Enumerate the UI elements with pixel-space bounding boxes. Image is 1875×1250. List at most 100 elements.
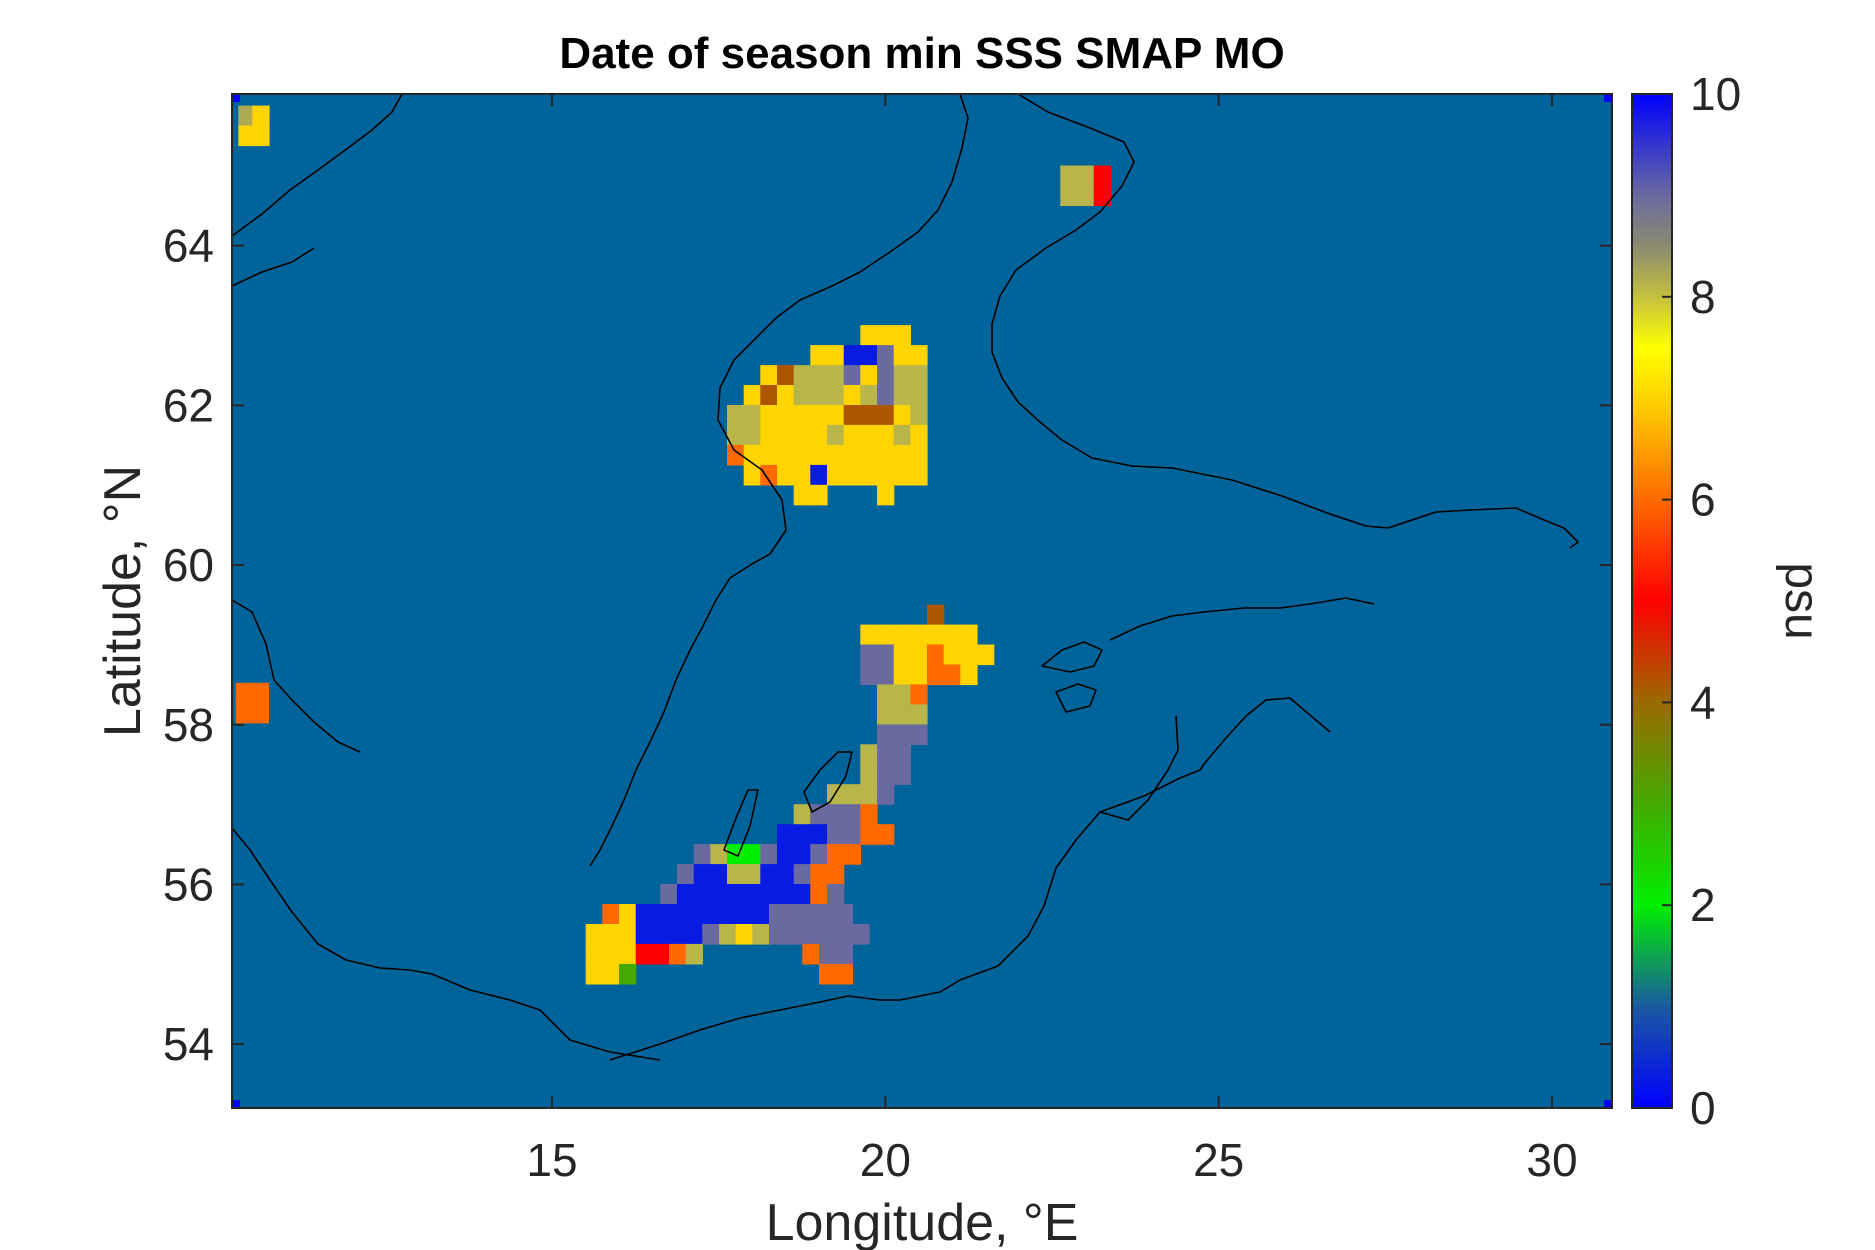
heatmap-cell	[602, 963, 620, 985]
heatmap-cell	[877, 744, 895, 765]
heatmap-cell	[893, 764, 911, 785]
heatmap-cell	[793, 844, 811, 865]
heatmap-cell	[860, 824, 878, 845]
heatmap-cell	[602, 943, 620, 965]
colorbar-ticks: 0 2 4 6 8 10	[1662, 68, 1741, 1134]
heatmap-cell	[727, 424, 745, 446]
heatmap-cell	[669, 904, 687, 925]
heatmap-cell	[793, 864, 811, 885]
heatmap-cell	[251, 682, 269, 704]
heatmap-cell	[743, 884, 761, 905]
heatmap-cell	[810, 464, 828, 486]
heatmap-cell	[793, 424, 811, 446]
heatmap-cell	[827, 444, 845, 466]
map-background	[232, 94, 1612, 1108]
heatmap-cell	[910, 405, 928, 426]
heatmap-cell	[743, 385, 761, 406]
heatmap-cell	[793, 444, 811, 466]
heatmap-cell	[752, 924, 770, 945]
heatmap-cell	[910, 464, 928, 486]
heatmap-cell	[843, 424, 861, 446]
heatmap-cell	[1077, 185, 1095, 206]
heatmap-cell	[810, 484, 828, 506]
heatmap-cell	[835, 924, 853, 945]
heatmap-cell	[743, 405, 761, 426]
heatmap-cell	[893, 644, 911, 666]
heatmap-cell	[669, 924, 687, 945]
heatmap-cell	[843, 345, 861, 366]
heatmap-cell	[910, 724, 928, 745]
heatmap-cell	[877, 644, 895, 666]
heatmap-cell	[743, 844, 761, 865]
heatmap-cell	[743, 424, 761, 446]
heatmap-cell	[860, 784, 878, 805]
heatmap-cell	[1077, 165, 1095, 187]
heatmap-cell	[810, 385, 828, 406]
heatmap-cell	[677, 884, 695, 905]
heatmap-cell	[827, 365, 845, 386]
heatmap-cell	[910, 385, 928, 406]
heatmap-cell	[843, 784, 861, 805]
heatmap-cell	[252, 105, 270, 127]
heatmap-cell	[960, 624, 978, 646]
plot-area	[231, 93, 1613, 1109]
coastline	[231, 93, 1579, 1061]
heatmap-cell	[235, 702, 253, 724]
heatmap-cell	[602, 904, 620, 925]
heatmap-cell	[760, 464, 778, 486]
heatmap-cell	[793, 884, 811, 905]
heatmap-cell	[793, 464, 811, 486]
heatmap-cell	[860, 744, 878, 765]
heatmap-cell	[777, 884, 795, 905]
heatmap-cell	[743, 464, 761, 486]
heatmap-cell	[827, 405, 845, 426]
y-tick-label: 60	[163, 539, 214, 591]
heatmap-cell	[685, 924, 703, 945]
heatmap-cell	[877, 664, 895, 686]
heatmap-cell	[843, 844, 861, 865]
heatmap-cell	[760, 365, 778, 386]
heatmap-cell	[710, 844, 728, 865]
heatmap-cell	[860, 345, 878, 366]
heatmap-cell	[827, 424, 845, 446]
heatmap-cell	[710, 864, 728, 885]
heatmap-cell	[860, 385, 878, 406]
heatmap-cell	[1093, 165, 1111, 187]
heatmap-cell	[893, 744, 911, 765]
heatmap-cell	[819, 943, 837, 965]
heatmap-cell	[685, 943, 703, 965]
heatmap-cell	[810, 444, 828, 466]
x-axis-ticks: 15 20 25 30	[526, 94, 1578, 1186]
heatmap-cell	[760, 844, 778, 865]
heatmap-cell	[860, 804, 878, 825]
heatmap-cell	[693, 844, 711, 865]
heatmap-cell	[893, 385, 911, 406]
colorbar-frame	[1631, 93, 1673, 1109]
heatmap-cell	[777, 864, 795, 885]
heatmap-cell	[860, 764, 878, 785]
y-tick-label: 56	[163, 858, 214, 910]
heatmap-cell	[727, 884, 745, 905]
heatmap-cell	[877, 444, 895, 466]
heatmap-cell	[727, 864, 745, 885]
heatmap-cell	[652, 943, 670, 965]
heatmap-cell	[777, 444, 795, 466]
heatmap-cell	[793, 804, 811, 825]
heatmap-cell	[877, 704, 895, 725]
heatmap-cell	[585, 963, 603, 985]
heatmap-cell	[585, 924, 603, 945]
colorbar-gradient	[1632, 94, 1672, 1108]
heatmap-cell	[893, 724, 911, 745]
heatmap-cell	[910, 664, 928, 686]
heatmap-cell	[877, 624, 895, 646]
heatmap-cell	[877, 724, 895, 745]
heatmap-cell	[769, 924, 787, 945]
heatmap-cell	[893, 444, 911, 466]
heatmap-cell	[827, 385, 845, 406]
heatmap-cell	[910, 444, 928, 466]
heatmap-cell	[652, 904, 670, 925]
heatmap-cell	[777, 424, 795, 446]
heatmap-cell	[827, 824, 845, 845]
heatmap-cell	[602, 924, 620, 945]
heatmap-cell	[943, 644, 961, 666]
